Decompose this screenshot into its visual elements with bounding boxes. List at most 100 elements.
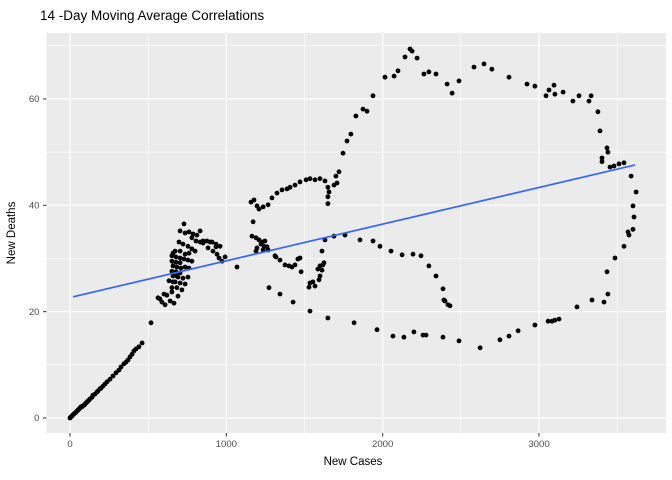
data-point <box>306 284 312 290</box>
data-point <box>322 178 328 184</box>
data-point <box>166 278 172 284</box>
data-point <box>315 266 321 272</box>
data-point <box>217 243 223 249</box>
data-point <box>377 243 383 249</box>
x-tick-label: 1000 <box>216 439 237 450</box>
data-point <box>605 149 611 155</box>
data-point <box>357 237 363 243</box>
data-point <box>185 243 191 249</box>
data-point <box>310 279 316 285</box>
x-tick-label: 0 <box>67 439 72 450</box>
data-point <box>118 364 124 370</box>
data-point <box>611 163 617 169</box>
data-point <box>177 255 183 261</box>
data-point <box>621 160 627 166</box>
data-point <box>630 226 636 232</box>
y-axis-title: New Deaths <box>6 201 18 264</box>
data-point <box>626 232 632 238</box>
data-point <box>169 289 175 295</box>
data-point <box>110 373 116 379</box>
data-point <box>253 248 259 254</box>
data-point <box>256 206 262 212</box>
data-point <box>433 71 439 77</box>
data-point <box>440 334 446 340</box>
y-axis-tick-labels: 0 20 40 60 <box>29 94 40 424</box>
data-point <box>170 263 176 269</box>
data-point <box>182 264 188 270</box>
data-point <box>570 98 576 104</box>
data-point <box>292 182 298 188</box>
data-point <box>265 202 271 208</box>
data-point <box>612 255 618 261</box>
data-point <box>167 298 173 304</box>
data-point <box>456 338 462 344</box>
x-tick-label: 2000 <box>372 439 393 450</box>
data-point <box>402 54 408 60</box>
data-point <box>599 159 605 165</box>
data-point <box>194 232 200 238</box>
data-point <box>200 238 206 244</box>
data-point <box>524 81 530 87</box>
data-point <box>399 252 405 258</box>
data-point <box>290 299 296 305</box>
data-point <box>312 283 318 289</box>
data-point <box>574 304 580 310</box>
data-point <box>213 244 219 250</box>
data-point <box>287 184 293 190</box>
data-point <box>410 251 416 257</box>
data-point <box>543 93 549 99</box>
data-point <box>174 264 180 270</box>
data-point <box>532 322 538 328</box>
data-point <box>319 267 325 273</box>
data-point <box>348 131 354 137</box>
data-point <box>177 228 183 234</box>
data-point <box>560 89 566 95</box>
data-point <box>426 263 432 269</box>
data-point <box>545 318 551 324</box>
data-point <box>107 376 113 382</box>
data-point <box>447 303 453 309</box>
data-point <box>186 229 192 235</box>
data-point <box>506 74 512 80</box>
data-point <box>391 73 397 79</box>
data-point <box>251 197 257 203</box>
data-point <box>307 308 313 314</box>
data-point <box>297 179 303 185</box>
data-point <box>317 273 323 279</box>
data-point <box>136 344 142 350</box>
data-point <box>390 333 396 339</box>
y-tick-label: 0 <box>34 413 39 424</box>
data-point <box>282 262 288 268</box>
data-point <box>418 253 424 259</box>
data-point <box>395 68 401 74</box>
data-point <box>326 189 332 195</box>
data-point <box>325 201 331 207</box>
data-point <box>222 254 228 260</box>
data-points <box>67 46 639 421</box>
data-point <box>189 235 195 241</box>
data-point <box>426 69 432 75</box>
data-point <box>401 334 407 340</box>
data-point <box>162 302 168 308</box>
data-point <box>601 299 607 305</box>
data-point <box>250 219 256 225</box>
data-point <box>266 285 272 291</box>
y-axis-tick-marks <box>43 98 47 419</box>
data-point <box>420 332 426 338</box>
data-point <box>177 260 183 266</box>
data-point <box>631 214 637 220</box>
data-point <box>216 255 222 261</box>
data-point <box>374 327 380 333</box>
data-point <box>589 297 595 303</box>
data-point <box>277 257 283 263</box>
data-point <box>599 155 605 161</box>
data-point <box>148 320 154 326</box>
data-point <box>532 83 538 89</box>
chart-title: 14 -Day Moving Average Correlations <box>40 8 264 23</box>
data-point <box>442 298 448 304</box>
y-tick-label: 60 <box>29 94 40 105</box>
data-point <box>633 189 639 195</box>
data-point <box>170 273 176 279</box>
data-point <box>353 113 359 119</box>
data-point <box>333 173 339 179</box>
